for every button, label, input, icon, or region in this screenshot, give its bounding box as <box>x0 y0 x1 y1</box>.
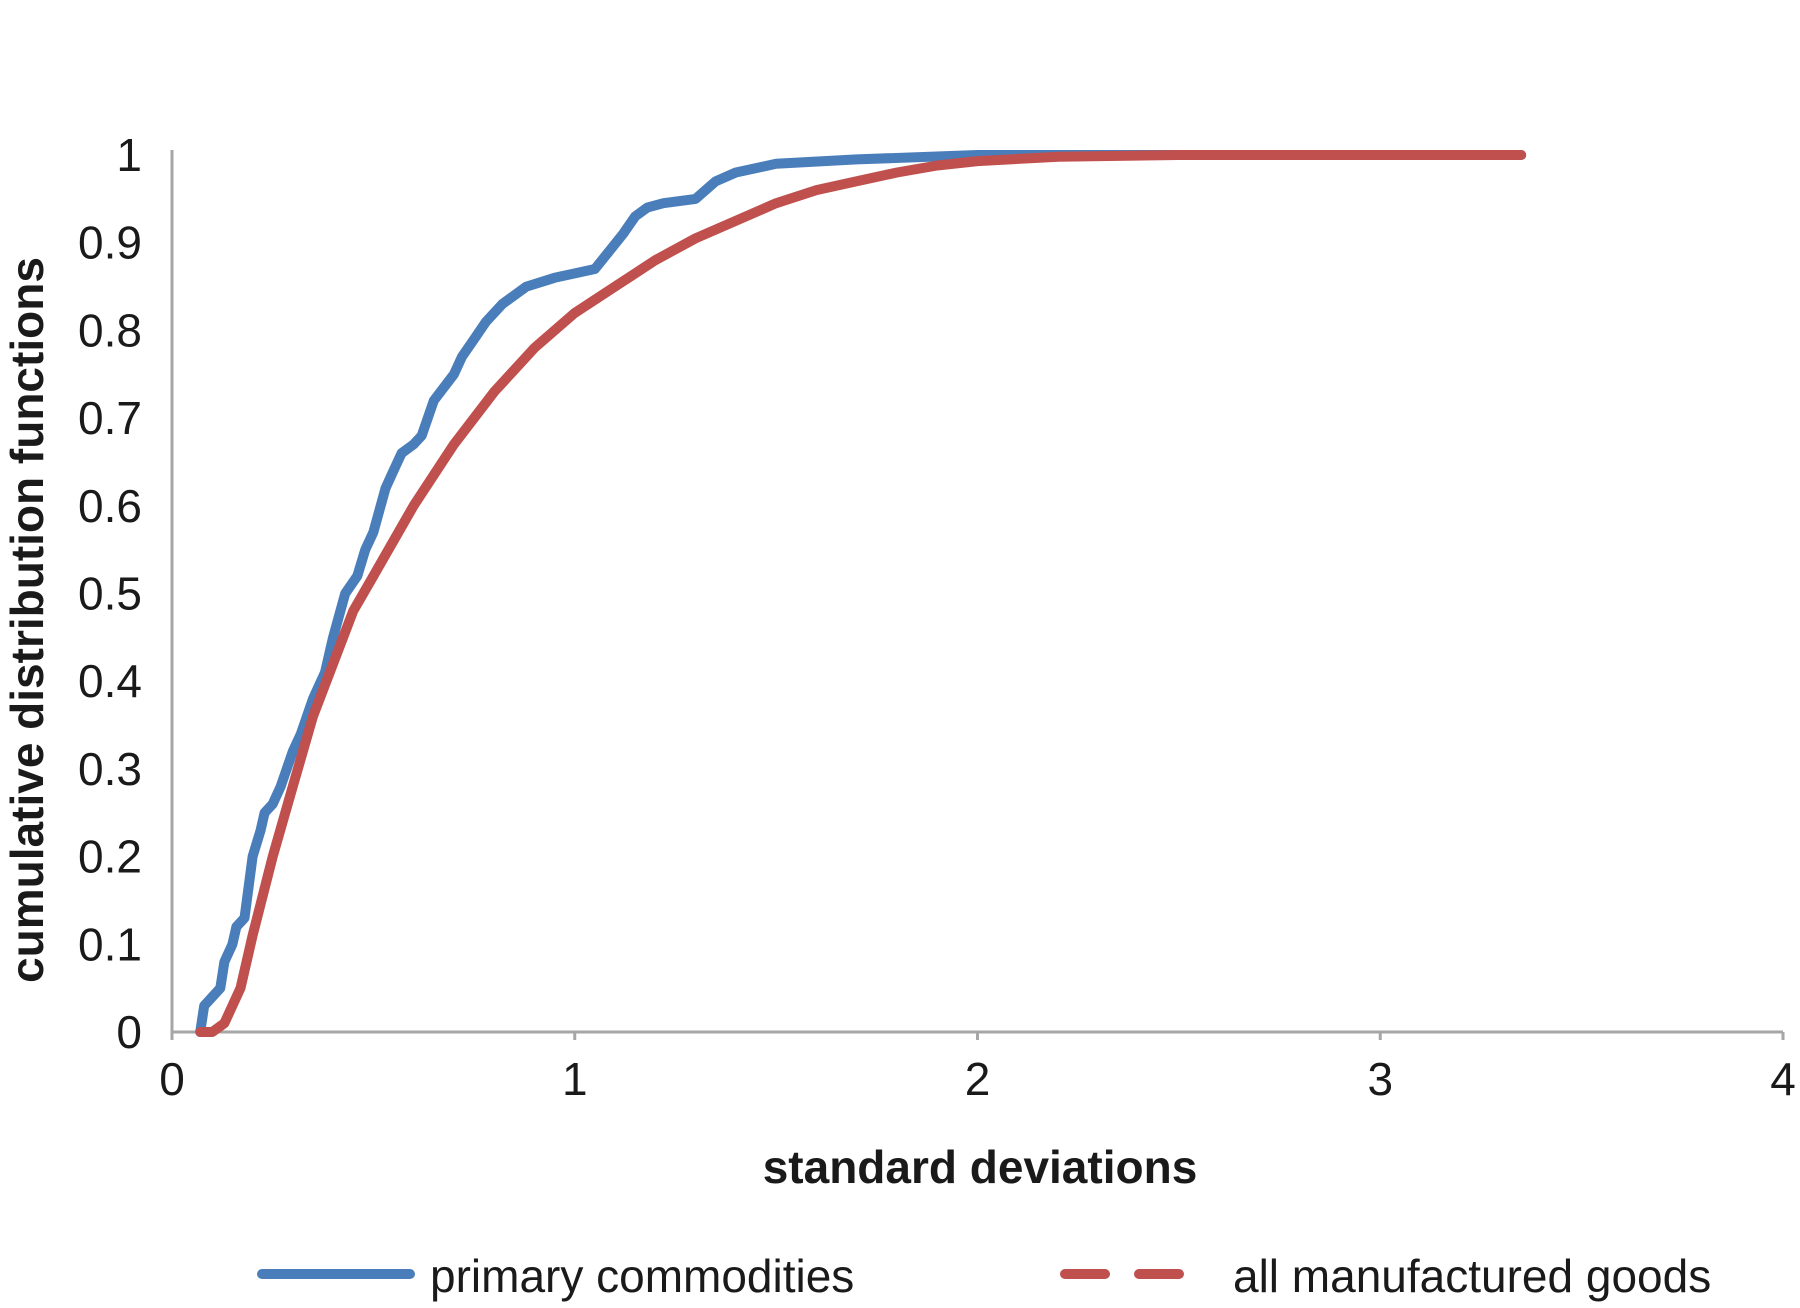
y-tick-label: 0.4 <box>78 655 142 707</box>
legend-label-all-manufactured-goods: all manufactured goods <box>1233 1250 1711 1302</box>
y-tick-label: 0.7 <box>78 392 142 444</box>
y-axis-title: cumulative distribution functions <box>1 257 53 983</box>
y-tick-label: 1 <box>116 129 142 181</box>
x-tick-label: 3 <box>1367 1053 1393 1105</box>
y-tick-label: 0.8 <box>78 304 142 356</box>
series-line-primary-commodities <box>195 150 1527 1037</box>
series-line-all-manufactured-goods <box>195 150 1527 1037</box>
x-tick-label: 1 <box>562 1053 588 1105</box>
x-tick-label: 2 <box>965 1053 991 1105</box>
x-axis-title: standard deviations <box>763 1141 1198 1193</box>
axes <box>170 150 1783 1034</box>
x-tick-labels: 0 1 2 3 4 <box>159 1032 1796 1105</box>
y-tick-label: 0.2 <box>78 831 142 883</box>
legend: primary commodities all manufactured goo… <box>257 1250 1711 1302</box>
y-tick-label: 0 <box>116 1006 142 1058</box>
y-tick-label: 0.3 <box>78 743 142 795</box>
x-tick-label: 0 <box>159 1053 185 1105</box>
y-tick-label: 0.5 <box>78 568 142 620</box>
y-tick-label: 0.1 <box>78 918 142 970</box>
y-tick-labels: 0 0.1 0.2 0.3 0.4 0.5 0.6 0.7 0.8 0.9 1 <box>78 129 142 1058</box>
legend-label-primary-commodities: primary commodities <box>430 1250 854 1302</box>
series-lines <box>195 150 1527 1037</box>
y-tick-label: 0.6 <box>78 480 142 532</box>
x-tick-label: 4 <box>1770 1053 1796 1105</box>
y-tick-label: 0.9 <box>78 217 142 269</box>
